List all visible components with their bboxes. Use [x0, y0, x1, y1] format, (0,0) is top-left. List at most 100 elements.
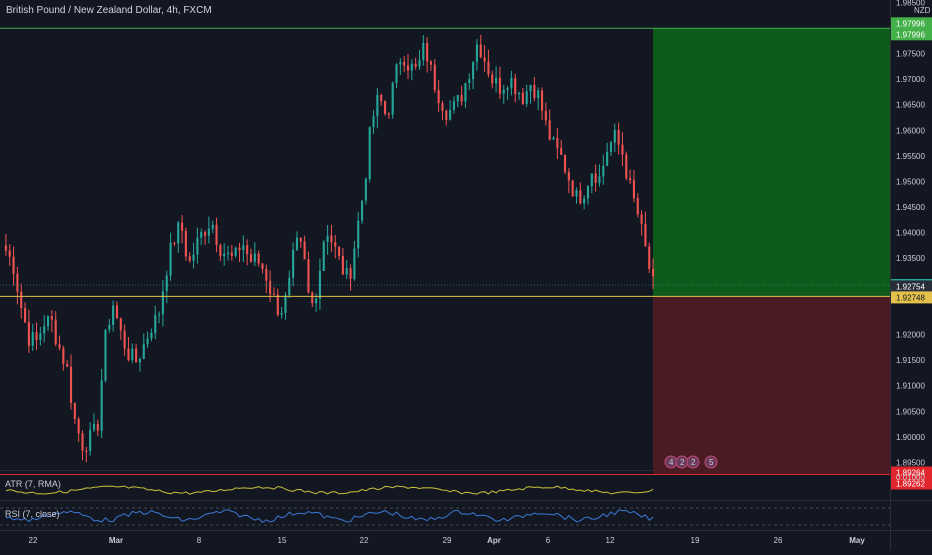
- atr-line: [5, 485, 654, 495]
- candle-body: [372, 116, 375, 128]
- candle-body: [652, 268, 655, 277]
- candle-body: [150, 332, 153, 339]
- price-axis-tick: 1.98500: [896, 0, 925, 8]
- target-price-tag: 1.97996: [891, 17, 932, 30]
- price-axis-tick: 1.94000: [896, 228, 925, 237]
- candle-body: [525, 91, 528, 105]
- time-axis-tick: May: [849, 536, 865, 545]
- atr-axis-tick: 0.01000: [896, 473, 925, 482]
- candle-body: [253, 253, 256, 262]
- candles: [4, 34, 655, 463]
- price-axis-tick: 1.94500: [896, 203, 925, 212]
- candle-body: [552, 137, 555, 140]
- target-price-tag-bg: [891, 28, 932, 41]
- candle-body: [211, 224, 214, 229]
- target-price-tag: 1.97996: [891, 28, 932, 41]
- entry-price-tag: 1.92748: [891, 291, 932, 304]
- candle-body: [39, 333, 42, 340]
- candle-body: [376, 94, 379, 117]
- time-axis-tick: 8: [197, 536, 202, 545]
- candle-body: [483, 57, 486, 62]
- candle-body: [598, 176, 601, 183]
- high-price-tag-text: 1.92754: [896, 282, 925, 291]
- price-axis-tick: 1.96000: [896, 126, 925, 135]
- candle-body: [391, 82, 394, 115]
- candle-body: [27, 322, 30, 346]
- price-axis-tick: 1.93500: [896, 254, 925, 263]
- candle-body: [495, 77, 498, 84]
- candle-body: [161, 291, 164, 315]
- candle-body: [334, 242, 337, 247]
- candle-body: [311, 292, 314, 304]
- rsi-indicator-label[interactable]: RSI (7, close): [5, 509, 60, 519]
- time-axis-tick: 12: [606, 536, 615, 545]
- price-axis-tick: 1.95000: [896, 177, 925, 186]
- time-axis-tick: 6: [546, 536, 551, 545]
- candle-body: [537, 90, 540, 99]
- price-axis-tick: 1.91000: [896, 382, 925, 391]
- candle-body: [131, 348, 134, 361]
- candle-body: [73, 402, 76, 420]
- target-price-tag-text: 1.97996: [896, 19, 925, 28]
- candle-body: [154, 315, 157, 333]
- candle-body: [514, 78, 517, 95]
- candle-body: [307, 259, 310, 293]
- candle-body: [414, 63, 417, 67]
- entry-price-tag-bg: [891, 291, 932, 304]
- candle-body: [173, 242, 176, 244]
- candle-body: [181, 222, 184, 231]
- candle-body: [115, 305, 119, 319]
- candle-body: [66, 363, 69, 367]
- candle-body: [215, 224, 218, 245]
- candle-body: [479, 44, 482, 58]
- candle-body: [196, 237, 199, 255]
- price-axis-tick: 1.91500: [896, 356, 925, 365]
- candle-body: [602, 165, 605, 177]
- candle-body: [257, 253, 260, 264]
- candle-body: [606, 151, 609, 166]
- candle-body: [621, 144, 624, 155]
- high-price-tag-bg: [891, 280, 932, 293]
- candle-body: [456, 94, 459, 102]
- candle-body: [387, 113, 390, 115]
- time-axis-tick: 29: [443, 536, 452, 545]
- candle-body: [510, 78, 513, 88]
- time-axis-tick: Apr: [487, 536, 501, 545]
- candle-body: [284, 295, 287, 314]
- candle-body: [16, 273, 19, 292]
- candle-body: [441, 103, 444, 111]
- time-axis-tick: 15: [278, 536, 287, 545]
- candle-body: [20, 291, 23, 309]
- candle-body: [460, 94, 463, 102]
- candle-body: [644, 223, 647, 247]
- candle-body: [533, 84, 536, 99]
- candle-body: [437, 90, 440, 104]
- candle-body: [502, 89, 505, 94]
- candle-body: [54, 319, 57, 345]
- candle-body: [242, 245, 245, 251]
- time-axis-tick: 26: [774, 536, 783, 545]
- candle-body: [406, 65, 410, 71]
- candle-body: [246, 245, 249, 255]
- candle-body: [24, 308, 27, 323]
- candle-body: [85, 450, 88, 452]
- candle-body: [207, 228, 210, 236]
- atr-indicator-label[interactable]: ATR (7, RMA): [5, 479, 61, 489]
- candle-body: [158, 314, 161, 316]
- event-marker-count: 4: [669, 458, 674, 467]
- candle-body: [640, 214, 643, 224]
- candle-body: [544, 110, 547, 121]
- candle-body: [410, 63, 413, 71]
- candle-body: [265, 268, 268, 281]
- candle-body: [472, 61, 475, 80]
- candle-body: [380, 94, 383, 102]
- candle-body: [636, 198, 639, 215]
- candle-body: [123, 330, 126, 349]
- candle-body: [364, 178, 367, 201]
- candle-body: [468, 79, 471, 84]
- candle-body: [127, 348, 130, 361]
- candle-body: [177, 222, 180, 244]
- candle-body: [625, 154, 628, 179]
